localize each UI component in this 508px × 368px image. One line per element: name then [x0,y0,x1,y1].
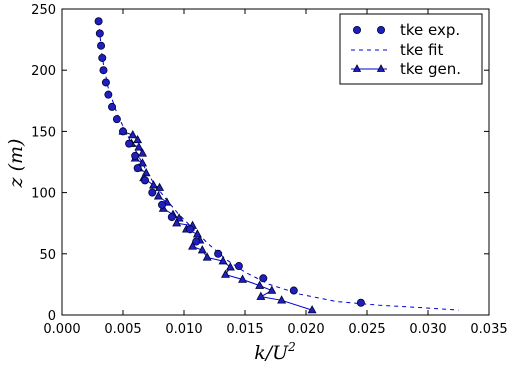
data-point-tke-exp [289,286,298,295]
legend-entry-exp: tke exp. [352,21,460,39]
data-point-tke-exp [186,225,195,234]
y-axis-ticks: 0 50 100 150 200 250 [31,3,489,324]
data-point-tke-gen [197,245,207,254]
data-point-tke-gen [138,158,147,167]
data-point-tke-exp [112,115,121,124]
data-point-tke-exp [104,90,113,99]
data-point-tke-exp [234,262,243,271]
data-point-tke-exp [97,41,106,50]
y-tick-label: 100 [31,187,56,202]
data-point-tke-gen [221,269,230,278]
x-tick-label: 0.000 [43,322,80,337]
legend-box [339,13,483,85]
x-axis-label: k/U2 [254,340,296,364]
data-point-tke-exp [94,17,103,26]
x-tick-label: 0.025 [348,322,385,337]
data-point-tke-gen [155,182,165,191]
data-point-tke-gen [307,305,317,314]
data-point-tke-gen [138,148,147,157]
data-point-tke-gen [277,295,287,304]
data-point-tke-exp [140,176,149,185]
data-point-tke-gen [134,142,144,151]
data-point-tke-gen [255,280,265,289]
y-axis-label: z (m) [5,139,27,189]
legend-marker-exp [376,25,385,34]
data-point-tke-gen [256,291,266,300]
y-tick-label: 150 [31,125,56,140]
y-tick-label: 250 [31,3,56,18]
data-point-tke-exp [356,298,365,307]
data-point-tke-exp [119,127,128,136]
x-tick-label: 0.035 [470,322,507,337]
data-point-tke-gen [172,218,182,227]
data-point-tke-exp [148,188,157,197]
legend-label-exp: tke exp. [400,21,460,39]
series-layer [94,17,459,314]
data-point-tke-gen [153,191,163,200]
data-point-tke-gen [238,274,248,283]
data-point-tke-gen [218,256,228,265]
data-point-tke-gen [188,241,198,250]
legend-entry-gen: tke gen. [351,60,461,78]
data-point-tke-exp [131,151,140,160]
data-point-tke-gen [133,134,143,144]
x-axis-ticks: 0.000 0.005 0.010 0.015 0.020 0.025 0.030 0.035 [43,9,508,337]
legend-entry-fit: tke fit [351,41,443,59]
data-point-tke-exp [214,249,223,258]
legend-label-gen: tke gen. [400,60,461,78]
legend-marker-gen [352,64,362,72]
data-point-tke-gen [192,229,202,238]
legend-label-fit: tke fit [400,41,443,59]
legend-marker-gen [376,64,386,72]
data-point-tke-exp [125,139,134,148]
x-tick-label: 0.010 [165,322,202,337]
y-tick-label: 50 [39,248,56,263]
data-point-tke-exp [98,53,107,62]
legend-marker-exp [352,25,361,34]
data-point-tke-gen [202,252,212,261]
data-point-tke-exp [95,29,104,38]
x-tick-label: 0.015 [226,322,263,337]
data-point-tke-exp [259,274,268,283]
data-point-tke-gen [128,130,138,139]
data-point-tke-gen [149,180,158,189]
x-tick-label: 0.005 [104,322,141,337]
data-point-tke-exp [99,66,108,75]
x-tick-label: 0.030 [409,322,446,337]
y-tick-label: 0 [48,309,56,324]
x-tick-label: 0.020 [287,322,324,337]
y-tick-label: 200 [31,64,56,79]
data-point-tke-gen [267,285,277,294]
data-point-tke-exp [158,200,167,209]
data-point-tke-exp [167,213,176,222]
legend: tke exp. tke fit tke gen. [339,13,483,85]
data-point-tke-gen [225,262,235,271]
data-point-tke-exp [192,237,201,246]
data-point-tke-exp [133,164,142,173]
data-point-tke-exp [101,78,110,87]
data-point-tke-exp [108,102,117,111]
